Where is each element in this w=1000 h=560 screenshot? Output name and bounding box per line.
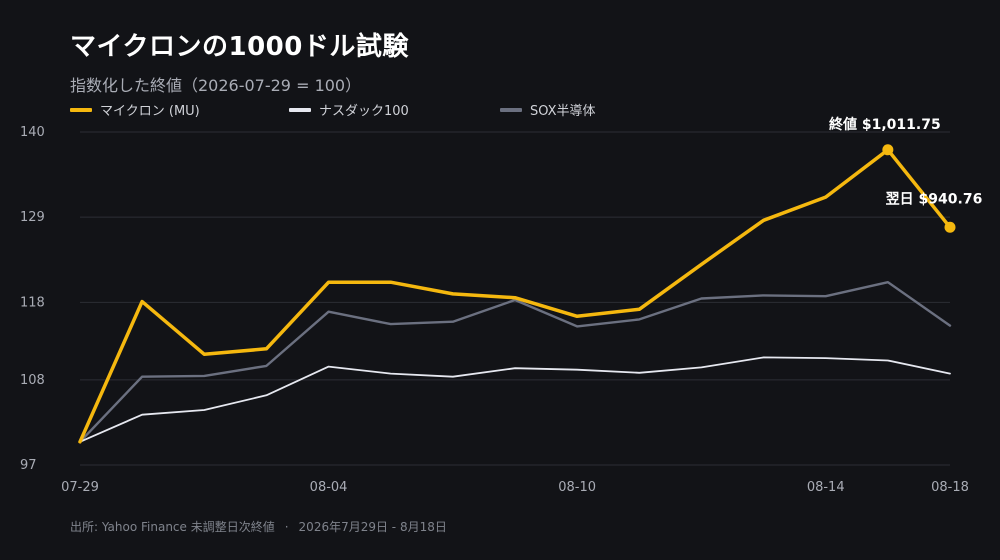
legend-label-nasdaq: ナスダック100 bbox=[319, 104, 409, 119]
series-line-2 bbox=[78, 281, 952, 443]
legend-label-mu: マイクロン (MU) bbox=[100, 104, 200, 119]
annotation-label: 翌日 $940.76 bbox=[886, 191, 983, 207]
y-tick-label: 129 bbox=[20, 210, 45, 225]
footer-source-text: 出所: Yahoo Finance 未調整日次終値 bbox=[70, 520, 275, 534]
legend-swatch-sox bbox=[500, 107, 522, 112]
legend-swatch-nasdaq bbox=[289, 107, 311, 112]
legend-item-nasdaq[interactable]: ナスダック100 bbox=[289, 100, 409, 119]
legend-item-mu[interactable]: マイクロン (MU) bbox=[70, 100, 200, 119]
series-line-1 bbox=[79, 356, 951, 443]
page-subtitle: 指数化した終値（2026-07-29 = 100） bbox=[70, 76, 362, 95]
annotation-label: 終値 $1,011.75 bbox=[829, 116, 941, 133]
y-tick-label: 118 bbox=[20, 295, 45, 310]
footer-source: 出所: Yahoo Finance 未調整日次終値 · 2026年7月29日 - 8… bbox=[70, 518, 447, 535]
y-tick-label: 108 bbox=[20, 373, 45, 388]
legend-swatch-mu bbox=[70, 107, 92, 112]
y-tick-label: 97 bbox=[20, 458, 37, 473]
annotation-marker bbox=[882, 144, 894, 156]
legend-item-sox[interactable]: SOX半導体 bbox=[500, 100, 596, 119]
series-line-0 bbox=[78, 148, 952, 444]
x-tick-label: 08-10 bbox=[558, 480, 596, 495]
annotation-marker bbox=[944, 221, 956, 233]
x-tick-label: 08-18 bbox=[931, 480, 969, 495]
footer-separator: · bbox=[284, 520, 289, 534]
x-tick-label: 07-29 bbox=[61, 480, 99, 495]
y-tick-label: 140 bbox=[20, 125, 45, 140]
footer-period: 2026年7月29日 - 8月18日 bbox=[298, 520, 447, 534]
page-title: マイクロンの1000ドル試験 bbox=[70, 32, 409, 62]
x-tick-label: 08-14 bbox=[807, 480, 845, 495]
chart-legend: マイクロン (MU) ナスダック100 SOX半導体 bbox=[0, 100, 1000, 120]
x-tick-label: 08-04 bbox=[310, 480, 348, 495]
legend-label-sox: SOX半導体 bbox=[530, 104, 596, 119]
